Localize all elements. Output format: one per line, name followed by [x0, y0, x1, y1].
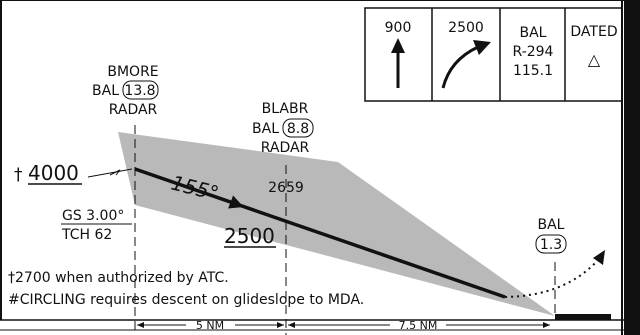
note-circling: #CIRCLING requires descent on glideslope… — [8, 292, 364, 308]
runway-bar — [555, 314, 611, 320]
bmore-dme-ref: BAL — [92, 83, 119, 99]
missed-approach-box: 900 2500 BAL R-294 115.1 DATED △ — [364, 7, 623, 102]
bal-dme-value: 1.3 — [540, 237, 562, 253]
descent-path — [134, 167, 506, 299]
nav-frequency: 115.1 — [513, 63, 553, 79]
glidepath-wedge — [118, 132, 555, 316]
nav-radial: R-294 — [513, 44, 554, 60]
nav-station: BAL — [520, 25, 547, 41]
missed-approach-arrow-icon — [593, 250, 605, 265]
bal-dme-box — [535, 234, 567, 254]
blabr-fix-type: RADAR — [261, 140, 310, 156]
blabr-dme-box — [282, 118, 314, 138]
bmore-dme-box — [122, 80, 159, 100]
blabr-dme-value: 8.8 — [287, 121, 309, 137]
distance-segment-1: 5 NM — [196, 319, 224, 332]
initial-altitude-dagger: † — [14, 165, 23, 185]
distance-scale: 5 NM 7.5 NM — [137, 314, 611, 332]
bal-fix-name: BAL — [538, 217, 565, 233]
distance-segment-2: 7.5 NM — [399, 319, 438, 332]
fap-altitude: 2500 — [224, 224, 275, 248]
missed-approach-path — [504, 259, 599, 298]
blabr-altitude: 2659 — [268, 180, 304, 196]
initial-altitude: 4000 — [28, 161, 79, 185]
climb-altitude-2500: 2500 — [448, 20, 484, 36]
bmore-fix-name: BMORE — [107, 64, 158, 80]
straight-climb-arrow-icon — [391, 38, 405, 88]
threshold-crossing-height: TCH 62 — [61, 227, 112, 243]
note-atc-altitude: †2700 when authorized by ATC. — [8, 270, 229, 286]
glideslope-angle: GS 3.00° — [62, 208, 124, 224]
blabr-fix-name: BLABR — [262, 101, 309, 117]
blabr-dme-ref: BAL — [252, 121, 279, 137]
climbing-right-turn-arrow-icon — [441, 40, 491, 89]
climb-altitude-900: 900 — [385, 20, 412, 36]
right-edge-bar — [624, 0, 640, 335]
initial-altitude-zigzag — [109, 169, 121, 176]
dated-label: DATED — [570, 24, 617, 40]
bmore-dme-value: 13.8 — [124, 83, 155, 99]
initial-altitude-leader — [87, 168, 133, 178]
bmore-fix-type: RADAR — [109, 102, 158, 118]
dated-triangle-icon: △ — [588, 50, 601, 69]
course-arrow — [214, 195, 244, 209]
